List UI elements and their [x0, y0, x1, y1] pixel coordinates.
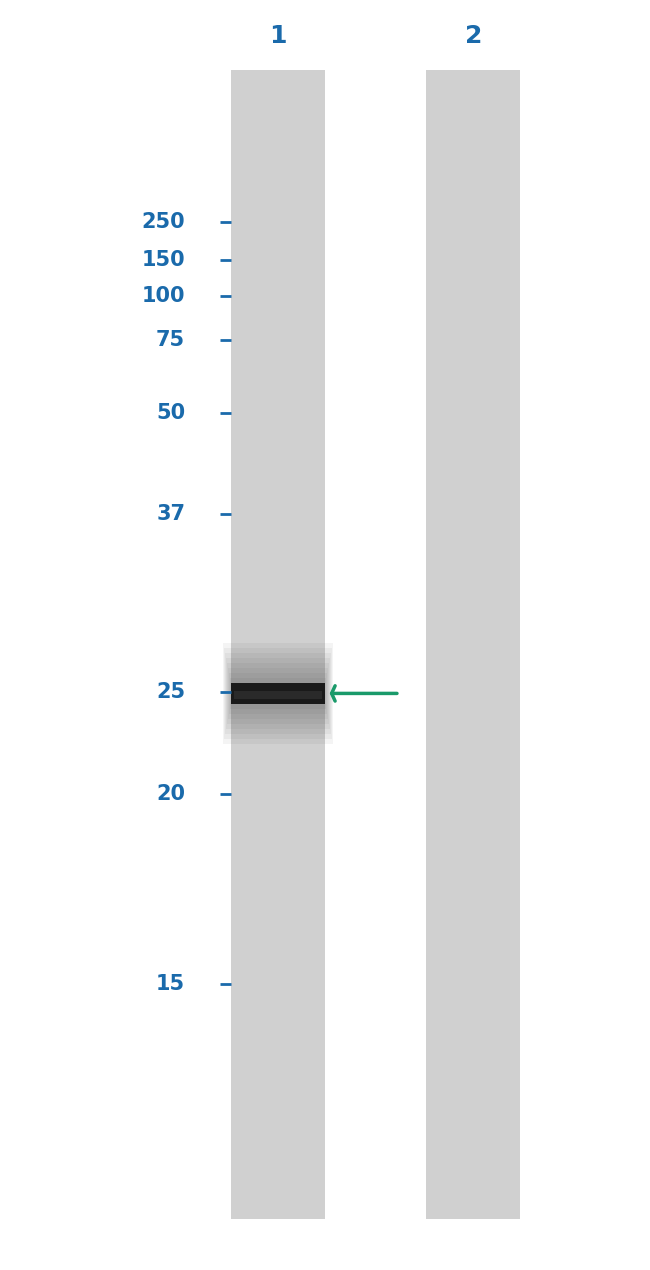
Text: 150: 150 [142, 250, 185, 271]
Text: 250: 250 [142, 212, 185, 232]
Bar [231, 683, 325, 704]
Bar [234, 691, 322, 698]
Bar [227, 663, 329, 724]
Text: 15: 15 [156, 974, 185, 994]
Bar [231, 70, 325, 1219]
Bar [230, 678, 326, 709]
Bar [227, 668, 328, 719]
Bar [225, 653, 331, 734]
Bar [224, 648, 332, 739]
Text: 37: 37 [156, 504, 185, 525]
Text: 100: 100 [142, 286, 185, 306]
Bar [229, 673, 327, 714]
Bar [226, 658, 330, 729]
Text: 2: 2 [465, 24, 482, 47]
Text: 1: 1 [270, 24, 287, 47]
Text: 20: 20 [156, 784, 185, 804]
Text: 75: 75 [156, 330, 185, 351]
Bar [426, 70, 520, 1219]
Bar [223, 643, 333, 744]
Text: 50: 50 [156, 403, 185, 423]
Text: 25: 25 [156, 682, 185, 702]
